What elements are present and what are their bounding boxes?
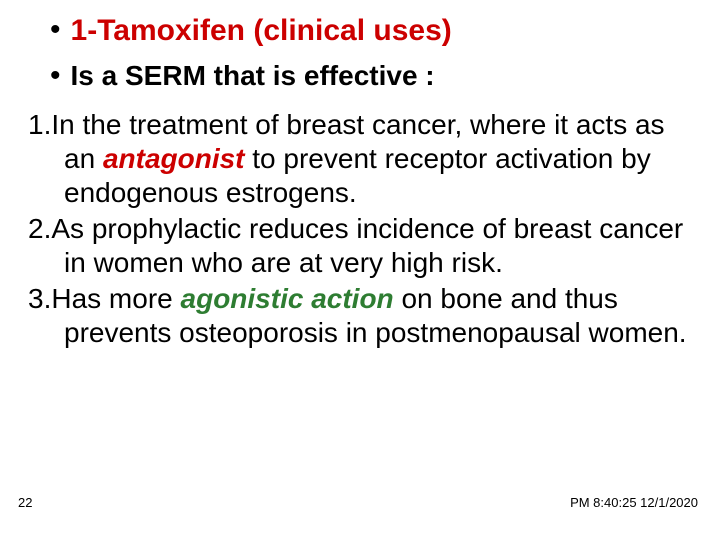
subtitle-row: • Is a SERM that is effective : [28, 58, 692, 94]
page-number: 22 [18, 495, 32, 510]
item-emphasis: antagonist [103, 143, 245, 174]
subtitle-bullet: • [50, 58, 61, 94]
item-number: 1. [28, 109, 51, 140]
item-number: 2. [28, 213, 51, 244]
item-emphasis: agonistic action [181, 283, 394, 314]
body-block: 1.In the treatment of breast cancer, whe… [28, 108, 692, 351]
item-text-pre: Has more [51, 283, 180, 314]
slide-subtitle: Is a SERM that is effective : [71, 58, 435, 93]
item-text-pre: As prophylactic reduces incidence of bre… [51, 213, 683, 278]
list-item: 2.As prophylactic reduces incidence of b… [28, 212, 692, 280]
timestamp: PM 8:40:25 12/1/2020 [570, 495, 698, 510]
title-bullet: • [50, 12, 61, 48]
item-number: 3. [28, 283, 51, 314]
title-row: • 1-Tamoxifen (clinical uses) [28, 12, 692, 50]
list-item: 1.In the treatment of breast cancer, whe… [28, 108, 692, 210]
slide-title: 1-Tamoxifen (clinical uses) [71, 12, 452, 50]
list-item: 3.Has more agonistic action on bone and … [28, 282, 692, 350]
